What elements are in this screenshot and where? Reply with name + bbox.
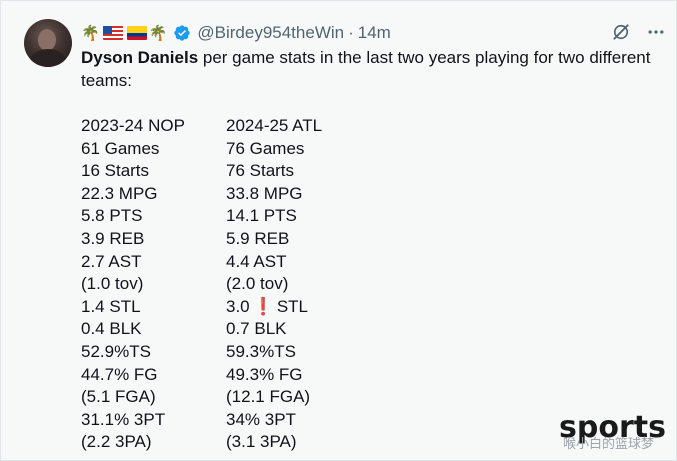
grok-icon[interactable] (611, 22, 631, 42)
watermark-caption: 喉小白的篮球梦 (563, 437, 655, 452)
tweet-header: 🌴 🌴 @Birdey954theWin · 14m (81, 21, 391, 45)
stat-atl: 2024-25 ATL (226, 116, 323, 135)
stat-atl: 4.4 AST (226, 251, 287, 271)
palm-tree-emoji: 🌴 (148, 24, 168, 42)
stat-nop: 16 Starts (81, 161, 150, 181)
stat-nop: 22.3 MPG (81, 183, 158, 203)
us-flag-icon (102, 26, 123, 40)
stat-atl-stl-value: 3.0 (226, 296, 250, 316)
stat-nop: 3.9 REB (81, 228, 145, 248)
avatar-face (38, 29, 56, 51)
avatar[interactable] (24, 19, 72, 67)
tweet-text: Dyson Daniels per game stats in the last… (81, 47, 671, 92)
stat-nop: (1.0 tov) (81, 274, 144, 294)
verified-badge-icon (174, 25, 191, 41)
stat-nop: 0.4 BLK (81, 319, 142, 339)
stat-nop: 2.7 AST (81, 251, 142, 271)
more-options-icon[interactable] (646, 24, 666, 40)
stat-atl-stl-suffix: STL (276, 296, 308, 316)
colombia-flag-icon (126, 26, 147, 40)
stat-atl-stl: 3.0 ❗ STL (226, 296, 308, 319)
player-name[interactable]: Dyson Daniels (81, 48, 199, 67)
stat-atl: 14.1 PTS (226, 206, 297, 226)
user-handle[interactable]: @Birdey954theWin (197, 23, 345, 42)
stat-atl: 33.8 MPG (226, 183, 303, 203)
stat-atl: 59.3%TS (226, 341, 296, 361)
stat-nop: 1.4 STL (81, 296, 141, 316)
stat-nop: (5.1 FGA) (81, 387, 156, 407)
stat-nop: 44.7% FG (81, 364, 158, 384)
stat-atl: 76 Games (226, 138, 305, 158)
stat-nop: 31.1% 3PT (81, 409, 166, 429)
stat-atl: 49.3% FG (226, 364, 303, 384)
stat-atl: 76 Starts (226, 161, 295, 181)
avatar-body (30, 49, 66, 67)
palm-tree-emoji: 🌴 (81, 24, 100, 42)
stat-nop: (2.2 3PA) (81, 432, 152, 452)
stat-atl: 34% 3PT (226, 409, 296, 429)
stat-atl: (3.1 3PA) (226, 432, 297, 452)
stat-atl: 5.9 REB (226, 228, 290, 248)
exclamation-icon: ❗ (252, 296, 274, 316)
stat-atl: (12.1 FGA) (226, 387, 311, 407)
stat-atl: (2.0 tov) (226, 274, 289, 294)
watermark-logo: sports (559, 410, 666, 445)
stat-nop: 5.8 PTS (81, 206, 143, 226)
tweet-text-rest: per game stats in the last two years pla… (81, 48, 651, 90)
post-time[interactable]: 14m (357, 23, 391, 42)
header-separator: · (348, 23, 354, 42)
stat-nop: 2023-24 NOP (81, 116, 185, 135)
stat-atl: 0.7 BLK (226, 319, 287, 339)
stat-nop: 52.9%TS (81, 341, 151, 361)
stat-nop: 61 Games (81, 138, 160, 158)
